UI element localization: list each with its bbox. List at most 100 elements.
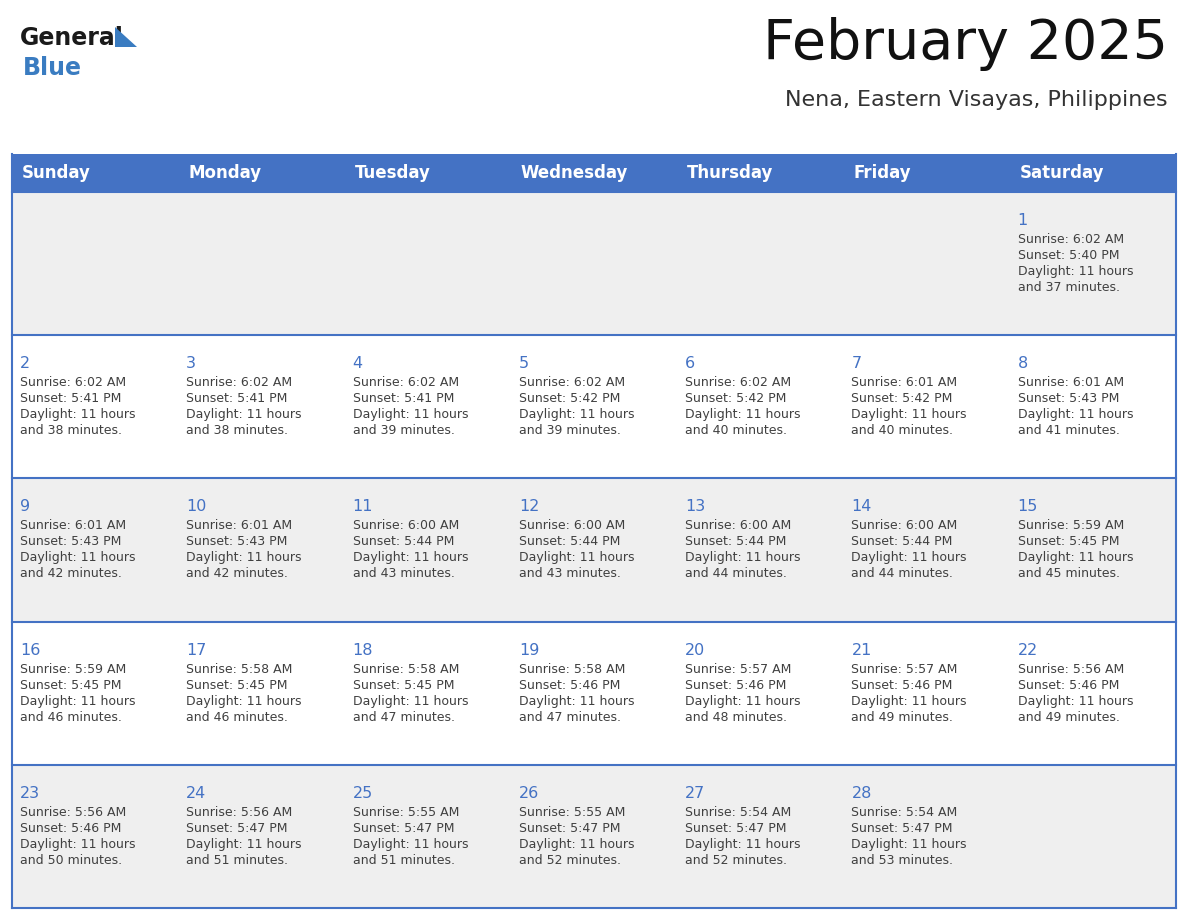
Text: and 47 minutes.: and 47 minutes. xyxy=(519,711,621,723)
Text: and 51 minutes.: and 51 minutes. xyxy=(353,854,455,867)
Text: and 42 minutes.: and 42 minutes. xyxy=(187,567,289,580)
Text: Sunset: 5:46 PM: Sunset: 5:46 PM xyxy=(20,822,121,834)
Text: Sunset: 5:41 PM: Sunset: 5:41 PM xyxy=(353,392,454,405)
Text: 23: 23 xyxy=(20,786,40,800)
Bar xyxy=(511,621,677,765)
Text: and 43 minutes.: and 43 minutes. xyxy=(519,567,621,580)
Text: Daylight: 11 hours: Daylight: 11 hours xyxy=(187,552,302,565)
Text: Sunrise: 5:55 AM: Sunrise: 5:55 AM xyxy=(519,806,625,819)
Text: Daylight: 11 hours: Daylight: 11 hours xyxy=(519,409,634,421)
Bar xyxy=(12,621,178,765)
Text: and 40 minutes.: and 40 minutes. xyxy=(852,424,954,437)
Text: Sunrise: 5:58 AM: Sunrise: 5:58 AM xyxy=(519,663,625,676)
Text: Sunrise: 5:59 AM: Sunrise: 5:59 AM xyxy=(20,663,126,676)
Text: Sunset: 5:44 PM: Sunset: 5:44 PM xyxy=(685,535,786,548)
Text: 27: 27 xyxy=(685,786,706,800)
Text: and 39 minutes.: and 39 minutes. xyxy=(519,424,621,437)
Text: 5: 5 xyxy=(519,356,529,371)
Bar xyxy=(1010,478,1176,621)
Text: Daylight: 11 hours: Daylight: 11 hours xyxy=(353,552,468,565)
Text: Daylight: 11 hours: Daylight: 11 hours xyxy=(852,409,967,421)
Text: 19: 19 xyxy=(519,643,539,657)
Text: February 2025: February 2025 xyxy=(763,17,1168,71)
Bar xyxy=(178,478,345,621)
Text: Sunday: Sunday xyxy=(23,164,90,182)
Bar xyxy=(843,478,1010,621)
Bar xyxy=(1010,765,1176,908)
Text: and 49 minutes.: and 49 minutes. xyxy=(852,711,953,723)
Text: Daylight: 11 hours: Daylight: 11 hours xyxy=(20,838,135,851)
Text: Daylight: 11 hours: Daylight: 11 hours xyxy=(187,409,302,421)
Text: 11: 11 xyxy=(353,499,373,514)
Text: Sunset: 5:45 PM: Sunset: 5:45 PM xyxy=(187,678,287,691)
Text: Daylight: 11 hours: Daylight: 11 hours xyxy=(1018,265,1133,278)
Text: Sunrise: 6:02 AM: Sunrise: 6:02 AM xyxy=(1018,233,1124,246)
Bar xyxy=(178,765,345,908)
Text: 16: 16 xyxy=(20,643,40,657)
Text: Saturday: Saturday xyxy=(1019,164,1104,182)
Text: Sunrise: 5:56 AM: Sunrise: 5:56 AM xyxy=(1018,663,1124,676)
Text: Sunset: 5:46 PM: Sunset: 5:46 PM xyxy=(685,678,786,691)
Text: and 53 minutes.: and 53 minutes. xyxy=(852,854,954,867)
Text: Sunrise: 6:02 AM: Sunrise: 6:02 AM xyxy=(685,376,791,389)
Text: Daylight: 11 hours: Daylight: 11 hours xyxy=(685,838,801,851)
Bar xyxy=(178,621,345,765)
Bar xyxy=(345,335,511,478)
Text: Daylight: 11 hours: Daylight: 11 hours xyxy=(1018,409,1133,421)
Text: 17: 17 xyxy=(187,643,207,657)
Text: Sunset: 5:44 PM: Sunset: 5:44 PM xyxy=(519,535,620,548)
Text: Sunset: 5:42 PM: Sunset: 5:42 PM xyxy=(852,392,953,405)
Bar xyxy=(1010,335,1176,478)
Text: Sunset: 5:47 PM: Sunset: 5:47 PM xyxy=(353,822,454,834)
Text: Daylight: 11 hours: Daylight: 11 hours xyxy=(852,552,967,565)
Text: 4: 4 xyxy=(353,356,362,371)
Text: Daylight: 11 hours: Daylight: 11 hours xyxy=(852,838,967,851)
Text: Sunset: 5:47 PM: Sunset: 5:47 PM xyxy=(519,822,620,834)
Text: Sunset: 5:42 PM: Sunset: 5:42 PM xyxy=(519,392,620,405)
Text: and 38 minutes.: and 38 minutes. xyxy=(20,424,122,437)
Text: Friday: Friday xyxy=(853,164,911,182)
Text: Sunrise: 6:00 AM: Sunrise: 6:00 AM xyxy=(852,520,958,532)
Bar xyxy=(12,335,178,478)
Text: and 46 minutes.: and 46 minutes. xyxy=(187,711,289,723)
Text: and 41 minutes.: and 41 minutes. xyxy=(1018,424,1119,437)
Text: Sunset: 5:47 PM: Sunset: 5:47 PM xyxy=(685,822,786,834)
Text: 22: 22 xyxy=(1018,643,1038,657)
Text: Sunset: 5:46 PM: Sunset: 5:46 PM xyxy=(519,678,620,691)
Bar xyxy=(677,621,843,765)
Text: Sunrise: 6:01 AM: Sunrise: 6:01 AM xyxy=(187,520,292,532)
Text: 24: 24 xyxy=(187,786,207,800)
Text: 18: 18 xyxy=(353,643,373,657)
Text: and 44 minutes.: and 44 minutes. xyxy=(685,567,786,580)
Text: and 43 minutes.: and 43 minutes. xyxy=(353,567,455,580)
Bar xyxy=(843,765,1010,908)
Text: 10: 10 xyxy=(187,499,207,514)
Text: Sunset: 5:45 PM: Sunset: 5:45 PM xyxy=(20,678,121,691)
Text: and 45 minutes.: and 45 minutes. xyxy=(1018,567,1120,580)
Text: Sunset: 5:45 PM: Sunset: 5:45 PM xyxy=(353,678,454,691)
Text: and 37 minutes.: and 37 minutes. xyxy=(1018,281,1120,294)
Bar xyxy=(345,765,511,908)
Text: Sunset: 5:41 PM: Sunset: 5:41 PM xyxy=(20,392,121,405)
Text: Daylight: 11 hours: Daylight: 11 hours xyxy=(519,838,634,851)
Text: Daylight: 11 hours: Daylight: 11 hours xyxy=(353,409,468,421)
Text: 12: 12 xyxy=(519,499,539,514)
Bar xyxy=(345,621,511,765)
Text: and 50 minutes.: and 50 minutes. xyxy=(20,854,122,867)
Text: Sunrise: 6:00 AM: Sunrise: 6:00 AM xyxy=(519,520,625,532)
Text: Sunrise: 5:57 AM: Sunrise: 5:57 AM xyxy=(685,663,791,676)
Text: 28: 28 xyxy=(852,786,872,800)
Text: Sunrise: 5:57 AM: Sunrise: 5:57 AM xyxy=(852,663,958,676)
Bar xyxy=(12,765,178,908)
Bar xyxy=(677,765,843,908)
Text: Daylight: 11 hours: Daylight: 11 hours xyxy=(353,695,468,708)
Text: 13: 13 xyxy=(685,499,706,514)
Text: 3: 3 xyxy=(187,356,196,371)
Text: Daylight: 11 hours: Daylight: 11 hours xyxy=(20,409,135,421)
Bar xyxy=(345,192,511,335)
Text: 15: 15 xyxy=(1018,499,1038,514)
Bar xyxy=(677,192,843,335)
Bar xyxy=(178,335,345,478)
Text: Daylight: 11 hours: Daylight: 11 hours xyxy=(187,695,302,708)
Text: Daylight: 11 hours: Daylight: 11 hours xyxy=(187,838,302,851)
